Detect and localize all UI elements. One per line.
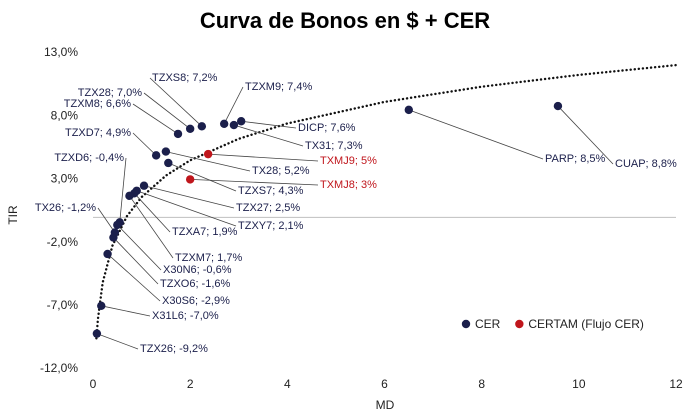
- x-tick-label: 8: [478, 377, 485, 391]
- x-tick-label: 10: [572, 377, 586, 391]
- point: [404, 105, 413, 115]
- leader-line: [557, 105, 614, 165]
- point: [185, 175, 195, 184]
- point: [103, 249, 112, 259]
- leader-line: [143, 185, 235, 209]
- leader-line: [132, 132, 157, 156]
- x-tick-label: 2: [187, 377, 194, 391]
- leader-line: [136, 190, 237, 227]
- leader-line: [107, 253, 161, 302]
- leader-line: [149, 77, 203, 127]
- leader-line: [96, 333, 139, 350]
- leader-line: [233, 124, 304, 147]
- leader-line: [208, 153, 319, 162]
- trendline: [95, 63, 678, 340]
- x-axis-title: MD: [376, 398, 395, 412]
- data-label: PARP; 8,5%: [545, 153, 606, 165]
- leader-line: [241, 120, 297, 129]
- data-label: X30S6; -2,9%: [162, 295, 230, 307]
- x-tick-label: 6: [381, 377, 388, 391]
- data-label: TZX27; 2,5%: [236, 202, 300, 214]
- data-label: X31L6; -7,0%: [152, 310, 219, 322]
- leader-line: [143, 92, 191, 130]
- leader-line: [190, 179, 319, 186]
- point: [110, 228, 120, 237]
- point: [97, 301, 106, 310]
- data-label: TZXS8; 7,2%: [152, 72, 218, 84]
- leader-line: [119, 157, 127, 223]
- point: [125, 191, 134, 201]
- leader-line: [101, 305, 151, 317]
- chart-title: Curva de Bonos en $ + CER: [200, 8, 490, 33]
- point: [92, 329, 102, 338]
- data-label: TZXO6; -1,6%: [160, 278, 231, 290]
- point: [164, 158, 173, 168]
- y-axis-title: TIR: [6, 205, 20, 225]
- data-label: TX26; -1,2%: [35, 202, 96, 214]
- leader-line: [113, 237, 159, 285]
- data-label: TZXS7; 4,3%: [238, 185, 304, 197]
- leader-line: [168, 162, 237, 192]
- legend-marker: [515, 319, 524, 329]
- y-tick-label: -12,0%: [40, 361, 78, 375]
- legend-label: CER: [475, 317, 501, 331]
- leader-line: [129, 195, 174, 259]
- point: [113, 220, 122, 230]
- data-label: CUAP; 8,8%: [615, 158, 677, 170]
- data-label: TZX28; 7,0%: [78, 87, 142, 99]
- point: [236, 117, 246, 126]
- data-label: TZXD6; -0,4%: [54, 152, 124, 164]
- leader-line: [134, 193, 171, 233]
- point: [161, 147, 171, 156]
- data-label: TX31; 7,3%: [305, 140, 363, 152]
- data-label: TZXM8; 6,6%: [64, 98, 131, 110]
- point: [197, 122, 207, 131]
- leader-line: [223, 86, 244, 124]
- legend-marker: [461, 319, 471, 329]
- y-tick-label: -7,0%: [47, 298, 79, 312]
- data-label: TZX26; -9,2%: [140, 343, 208, 355]
- data-label: TZXD7; 4,9%: [65, 127, 131, 139]
- data-label: X30N6; -0,6%: [163, 264, 232, 276]
- point: [219, 119, 229, 128]
- leader-line: [408, 109, 544, 160]
- y-tick-label: 3,0%: [51, 172, 79, 186]
- point: [139, 181, 149, 190]
- point: [229, 120, 239, 130]
- leader-line: [165, 151, 251, 172]
- y-tick-label: 13,0%: [44, 45, 78, 59]
- point: [203, 149, 213, 159]
- data-label: TZXY7; 2,1%: [238, 220, 304, 232]
- y-tick-label: -2,0%: [47, 235, 79, 249]
- data-label: TZXM9; 7,4%: [245, 81, 312, 93]
- x-tick-label: 4: [284, 377, 291, 391]
- point: [185, 124, 195, 134]
- point: [553, 101, 563, 111]
- x-tick-label: 12: [669, 377, 683, 391]
- leader-line: [132, 103, 179, 135]
- data-label: TX28; 5,2%: [252, 165, 310, 177]
- data-label: TZXA7; 1,9%: [172, 226, 238, 238]
- leader-line: [117, 224, 162, 271]
- y-tick-label: 8,0%: [51, 108, 79, 122]
- x-tick-label: 0: [90, 377, 97, 391]
- point: [151, 151, 161, 160]
- data-label: DICP; 7,6%: [298, 122, 356, 134]
- leader-line: [97, 207, 116, 233]
- legend-label: CERTAM (Flujo CER): [528, 317, 644, 331]
- data-label: TXMJ8; 3%: [320, 179, 377, 191]
- data-label: TZXM7; 1,7%: [175, 252, 242, 264]
- data-label: TXMJ9; 5%: [320, 155, 377, 167]
- point: [173, 129, 183, 139]
